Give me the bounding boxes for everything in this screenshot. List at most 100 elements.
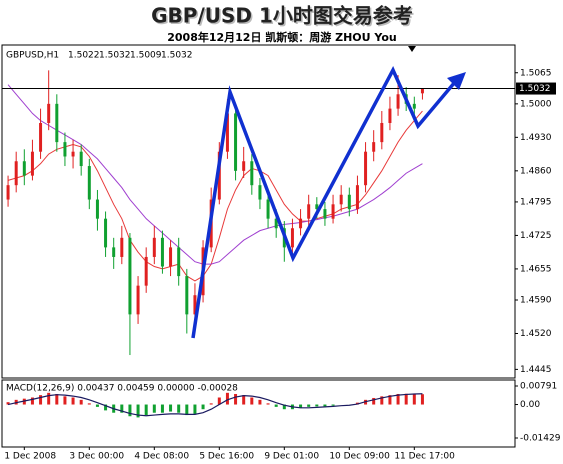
candle-body <box>39 122 43 152</box>
macd-bar <box>201 404 205 410</box>
symbol-label: GBPUSD,H1 <box>6 51 59 61</box>
x-tick-label: 9 Dec 01:00 <box>264 452 319 462</box>
macd-bar <box>420 394 424 405</box>
main-panel <box>1 44 516 379</box>
macd-y-tick-label: -0.01429 <box>520 434 561 444</box>
candle-body <box>152 237 156 257</box>
y-tick-label: 1.4725 <box>520 231 552 241</box>
candle-body <box>355 185 359 210</box>
candle-body <box>307 204 311 219</box>
macd-bar <box>234 393 238 405</box>
candle-body <box>396 94 400 109</box>
macd-bar <box>152 404 156 413</box>
macd-label: MACD(12,26,9) 0.00437 0.00459 0.00000 -0… <box>6 384 238 394</box>
chart-title: GBP/USD 1小时图交易参考 <box>151 4 413 28</box>
candle-body <box>47 103 51 123</box>
macd-bar <box>372 397 376 405</box>
candle-body <box>193 295 197 315</box>
candle-body <box>14 161 18 186</box>
macd-bar <box>217 397 221 405</box>
macd-y-tick-label: 0.00791 <box>520 381 557 391</box>
candle-body <box>372 142 376 152</box>
candle-body <box>323 209 327 219</box>
macd-bar <box>185 404 189 416</box>
y-tick-label: 1.4655 <box>520 264 552 274</box>
macd-bar <box>120 404 124 413</box>
plot: 1.5065 1.5000 1.4930 1.4860 1.4795 1.4725 1.46… <box>2 68 561 462</box>
macd-bar <box>307 404 311 407</box>
x-tick-label: 1 Dec 2008 <box>4 452 56 462</box>
chart-subtitle: 2008年12月12日 凯斯顿：周游 ZHOU You <box>167 30 397 44</box>
macd-bar <box>388 395 392 405</box>
candle-body <box>250 161 254 186</box>
macd-bar <box>323 404 327 407</box>
ohlc-low: 1.5009 <box>130 51 162 61</box>
candle-body <box>22 161 26 176</box>
macd-bar <box>128 404 132 417</box>
x-tick-label: 11 Dec 17:00 <box>394 452 455 462</box>
candle-body <box>266 199 270 219</box>
candle-body <box>6 185 10 200</box>
moving-average <box>7 110 423 282</box>
x-tick-label: 4 Dec 08:00 <box>134 452 189 462</box>
macd-bar <box>169 404 173 412</box>
ohlc-open: 1.5022 <box>68 51 100 61</box>
candle-body <box>364 151 368 186</box>
macd-bar <box>396 393 400 405</box>
macd-bar <box>193 404 197 414</box>
candle-body <box>217 151 221 200</box>
candle-body <box>169 247 173 267</box>
candle-body <box>160 237 164 267</box>
y-tick-label: 1.4795 <box>520 197 552 207</box>
macd-bar <box>412 394 416 405</box>
macd-bar <box>39 395 43 405</box>
candle-body <box>144 256 148 286</box>
y-tick-label: 1.5065 <box>520 68 552 78</box>
candle-body <box>412 103 416 109</box>
candle-body <box>315 204 319 210</box>
x-tick-label: 3 Dec 00:00 <box>69 452 124 462</box>
macd-bar <box>160 404 164 413</box>
candle-body <box>177 247 181 277</box>
candle-body <box>112 247 116 257</box>
candle-body <box>120 237 124 257</box>
macd-bar <box>225 392 229 405</box>
x-tick-label: 5 Dec 16:00 <box>199 452 254 462</box>
macd-bar <box>274 404 278 407</box>
y-tick-label: 1.4860 <box>520 166 552 176</box>
candle-body <box>242 161 246 171</box>
macd-bar <box>258 399 262 405</box>
y-tick-label: 1.4520 <box>520 329 552 339</box>
candle-body <box>299 218 303 229</box>
x-tick-label: 10 Dec 09:00 <box>329 452 390 462</box>
y-tick-label: 1.5000 <box>520 99 552 109</box>
candle-body <box>185 276 189 315</box>
candle-body <box>331 204 335 219</box>
price-box <box>516 82 556 95</box>
macd-bar <box>282 404 286 410</box>
y-tick-label: 1.4590 <box>520 296 552 306</box>
ohlc-high: 1.5032 <box>99 51 131 61</box>
candle-body <box>30 151 34 176</box>
candle-body <box>71 151 75 157</box>
macd-bar <box>144 404 148 416</box>
macd-panel <box>1 379 516 448</box>
macd-bar <box>380 396 384 405</box>
macd-line <box>7 393 423 417</box>
macd-bar <box>404 393 408 405</box>
candle-body <box>136 285 140 315</box>
macd-bar <box>315 404 319 407</box>
macd-bar <box>331 404 335 406</box>
ohlc-close: 1.5032 <box>161 51 193 61</box>
macd-bar <box>79 399 83 405</box>
candle-body <box>339 194 343 205</box>
macd-bar <box>177 404 181 413</box>
candle-body <box>79 151 83 167</box>
macd-bar <box>299 404 303 409</box>
macd-bar <box>71 397 75 405</box>
macd-bar <box>47 392 51 405</box>
arrow-head <box>447 72 466 90</box>
candle-body <box>63 142 67 157</box>
macd-bar <box>250 397 254 405</box>
